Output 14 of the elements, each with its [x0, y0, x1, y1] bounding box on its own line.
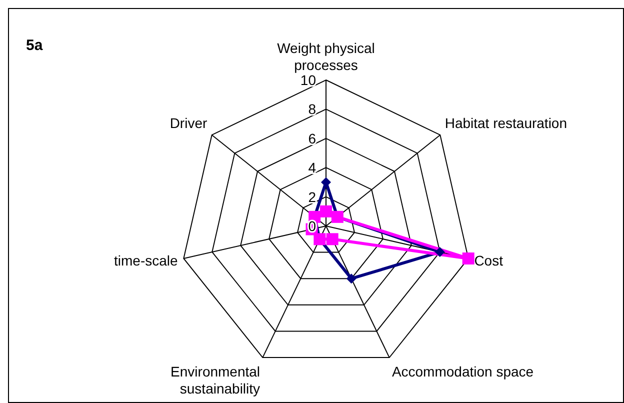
- spoke-label: Cost: [474, 252, 504, 268]
- y-tick-label: 8: [308, 101, 316, 118]
- spoke-label: Weight physical processes: [277, 40, 375, 73]
- y-tick-label: 2: [308, 188, 316, 205]
- spoke-label: time-scale: [114, 252, 178, 268]
- spoke-label: Habitat restauration: [444, 114, 568, 131]
- spoke-label: Accommodation space: [392, 364, 534, 380]
- spoke-label: Environmental sustainability: [170, 364, 260, 397]
- y-tick-label: 10: [300, 72, 316, 88]
- y-tick-label: 4: [308, 160, 316, 176]
- spoke-label: Driver: [170, 114, 208, 131]
- chart-title: 5a: [26, 37, 44, 54]
- y-tick-label: 6: [308, 130, 316, 146]
- y-tick-label: 0: [308, 218, 316, 234]
